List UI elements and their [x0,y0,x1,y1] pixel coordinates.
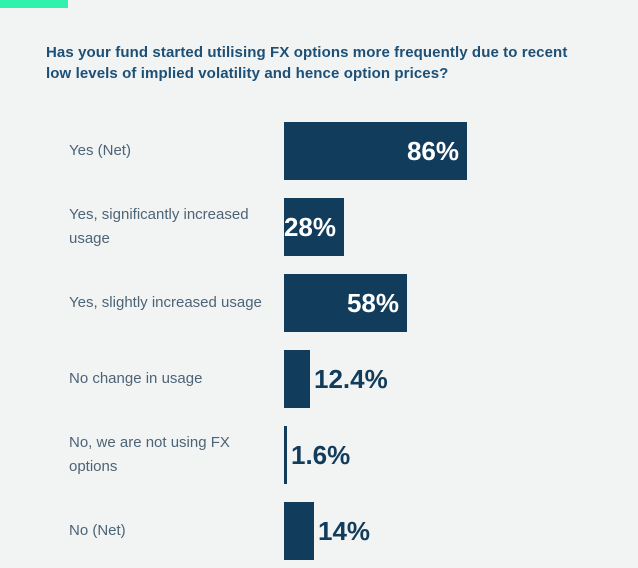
bar-row: Yes (Net) 86% [0,122,638,180]
bar-label: Yes (Net) [69,142,131,159]
bar-track: 14% [284,502,370,560]
bar-label: No change in usage [69,370,203,387]
bar-row: No (Net) 14% [0,502,638,560]
bar-value: 12.4% [314,364,388,394]
bar-track: 28% [284,198,344,256]
bar-row: No, we are not using FX options 1.6% [0,426,638,484]
bar-track: 12.4% [284,350,388,408]
bar: 28% [284,198,344,256]
bar [284,502,314,560]
bar-value: 14% [318,516,371,546]
teal-accent-bar [0,0,68,8]
bar-label: Yes, significantly increased usage [69,206,249,247]
bar-label: Yes, slightly increased usage [69,294,262,311]
bar-track: 58% [284,274,407,332]
bar: 86% [284,122,467,180]
bar-label: No (Net) [69,522,126,539]
bar-row: Yes, significantly increased usage 28% [0,198,638,256]
bar-value: 58% [346,288,399,318]
bar [284,350,310,408]
bar-value: 1.6% [291,440,351,470]
bar-track: 86% [284,122,467,180]
bar-value: 86% [406,136,459,166]
bar-value: 28% [283,212,336,242]
bar [284,426,287,484]
bar: 58% [284,274,407,332]
bar-label: No, we are not using FX options [69,434,230,475]
bar-track: 1.6% [284,426,350,484]
chart-title: Has your fund started utilising FX optio… [46,44,568,82]
bar-row: Yes, slightly increased usage 58% [0,274,638,332]
bar-row: No change in usage 12.4% [0,350,638,408]
